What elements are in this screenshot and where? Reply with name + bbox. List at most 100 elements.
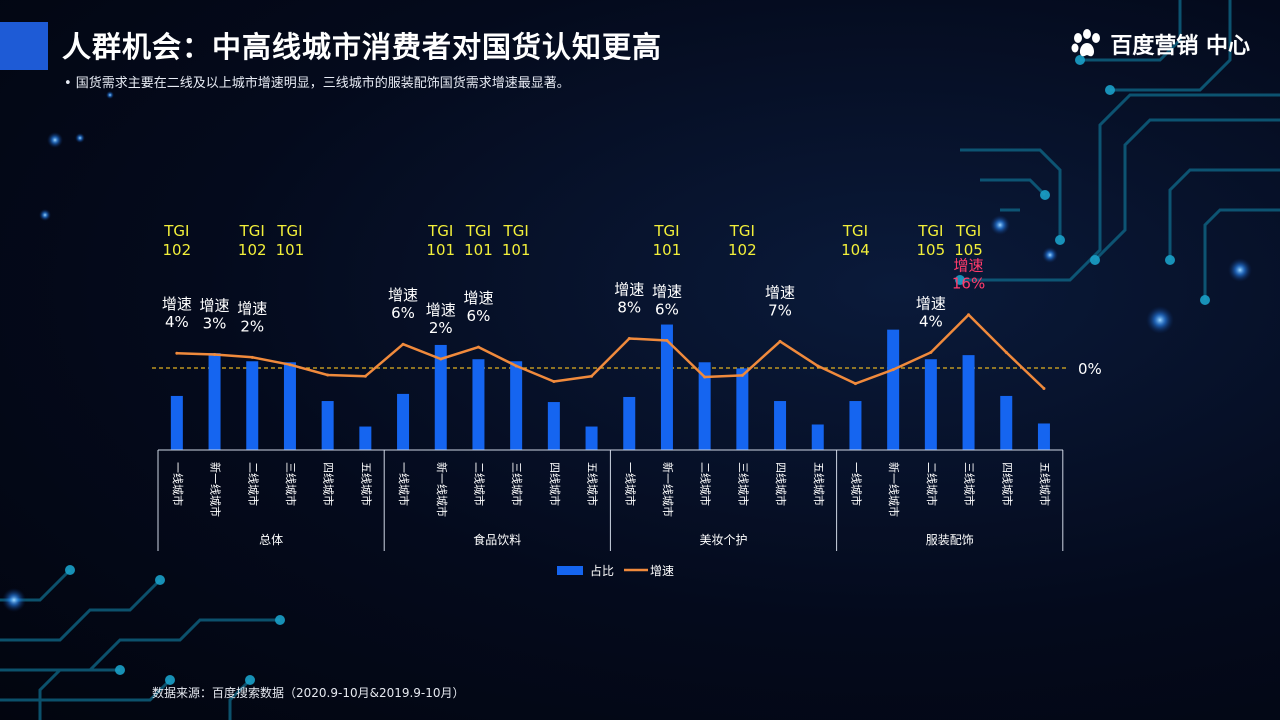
tgi-label-value-1: 102 [238,241,267,259]
point-增速-19 [891,368,895,372]
brand-logo: 百度营销 中心 [1070,28,1250,60]
data-source-note: 数据来源：百度搜索数据（2020.9-10月&2019.9-10月） [152,686,465,700]
bar-占比-14 [698,362,711,450]
growth-label-title-4: 增速 [426,301,456,319]
growth-label-title-6: 增速 [614,280,644,298]
bar-占比-15 [736,368,749,450]
tgi-label-value-10: 105 [954,241,983,259]
point-增速-6 [401,342,405,346]
tgi-label-value-3: 101 [426,241,455,259]
point-增速-17 [816,364,820,368]
growth-label-title-2: 增速 [237,299,267,317]
bar-占比-10 [547,402,560,450]
point-增速-18 [853,382,857,386]
category-label-4: 四线城市 [322,462,336,506]
tgi-label-title-9: TGI [917,222,943,240]
tgi-label-title-10: TGI [955,222,981,240]
growth-label-title-5: 增速 [463,289,493,307]
tgi-label-value-7: 102 [728,241,757,259]
tgi-label-value-4: 101 [464,241,493,259]
line-增速 [176,313,1045,390]
point-增速-2 [250,355,254,359]
category-label-7: 新一线城市 [435,462,449,517]
bar-占比-22 [1000,395,1013,450]
bar-占比-18 [849,401,862,450]
category-label-15: 三线城市 [736,462,750,506]
bar-占比-6 [397,393,410,450]
growth-label-value-6: 8% [617,298,641,316]
category-label-22: 四线城市 [1000,462,1014,506]
legend-swatch-占比 [557,566,583,575]
page-title: 人群机会：中高线城市消费者对国货认知更高 [62,30,663,64]
bar-占比-12 [623,396,636,450]
point-增速-13 [665,339,669,343]
bar-占比-11 [585,426,598,450]
point-增速-5 [363,374,367,378]
point-增速-4 [326,373,330,377]
bar-占比-13 [660,324,673,450]
growth-label-title-1: 增速 [200,296,230,314]
logo-text: 百度营销 中心 [1110,34,1250,59]
paw-logo-icon [1071,29,1101,57]
growth-label-value-7: 6% [655,301,679,319]
point-增速-10 [552,380,556,384]
category-label-13: 新一线城市 [661,462,675,517]
growth-label-value-0: 4% [165,313,189,331]
tgi-label-value-2: 101 [276,241,305,259]
category-label-14: 二线城市 [699,462,713,506]
growth-label-value-1: 3% [203,314,227,332]
tgi-label-title-3: TGI [427,222,453,240]
category-label-2: 二线城市 [246,462,260,506]
point-增速-0 [175,351,179,355]
growth-label-title-3: 增速 [388,286,418,304]
tgi-label-title-5: TGI [503,222,529,240]
title-accent-bar [0,22,48,70]
bar-占比-20 [924,359,937,450]
growth-label-value-3: 6% [391,304,415,322]
tgi-label-title-0: TGI [163,222,189,240]
category-label-1: 新一线城市 [209,462,223,517]
tgi-label-title-1: TGI [239,222,265,240]
group-label-1: 食品饮料 [473,532,521,547]
tgi-label-value-0: 102 [163,241,192,259]
growth-label-value-2: 2% [240,317,264,335]
group-label-2: 美妆个护 [699,533,747,547]
tgi-label-value-5: 101 [502,241,531,259]
bar-占比-7 [434,344,447,450]
category-label-23: 五线城市 [1038,462,1052,506]
bar-占比-8 [472,359,485,450]
growth-label-value-9: 4% [919,312,943,330]
point-增速-7 [439,357,443,361]
bar-占比-2 [246,361,259,450]
category-label-11: 五线城市 [586,462,600,506]
bar-占比-9 [510,361,523,450]
bar-占比-16 [774,401,787,450]
category-label-10: 四线城市 [548,462,562,506]
point-增速-23 [1042,387,1046,390]
category-label-5: 五线城市 [359,462,373,506]
growth-label-value-5: 6% [467,307,491,325]
growth-label-value-4: 2% [429,319,453,337]
bar-占比-0 [170,395,183,450]
category-label-16: 四线城市 [774,462,788,506]
point-增速-14 [703,375,707,379]
growth-label-value-10: 16% [952,275,985,293]
bar-占比-4 [321,401,334,450]
point-增速-8 [476,345,480,349]
point-增速-3 [288,363,292,367]
point-增速-21 [967,313,971,317]
tgi-label-value-6: 101 [653,241,682,259]
category-label-18: 一线城市 [849,462,863,506]
category-label-0: 一线城市 [171,462,185,506]
tgi-label-title-6: TGI [653,222,679,240]
growth-label-value-8: 7% [768,301,792,319]
growth-label-title-0: 增速 [162,295,192,313]
legend-label-占比: 占比 [590,563,614,578]
category-label-12: 一线城市 [623,462,637,506]
point-增速-9 [514,364,518,368]
bar-占比-17 [811,424,824,450]
tgi-label-title-4: TGI [465,222,491,240]
category-label-8: 二线城市 [472,462,486,506]
growth-label-title-8: 增速 [765,283,795,301]
